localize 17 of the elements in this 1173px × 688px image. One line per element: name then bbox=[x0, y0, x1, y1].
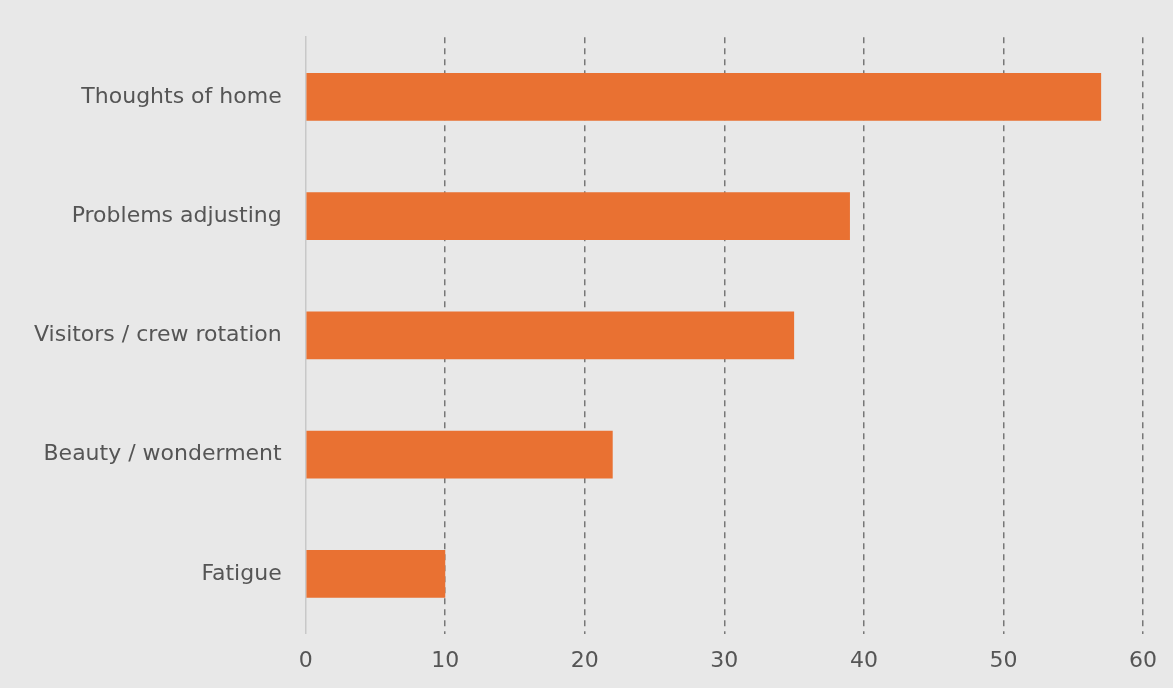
bar bbox=[306, 72, 1102, 121]
x-tick-label: 50 bbox=[989, 646, 1018, 672]
bar bbox=[306, 430, 613, 479]
x-tick-label: 10 bbox=[431, 646, 460, 672]
bar bbox=[306, 550, 446, 598]
x-tick-label: 40 bbox=[849, 646, 878, 672]
x-tick-label: 60 bbox=[1129, 646, 1157, 672]
y-tick-label: Fatigue bbox=[201, 559, 282, 585]
y-tick-label: Thoughts of home bbox=[80, 82, 282, 108]
bar bbox=[306, 311, 795, 360]
y-tick-label: Problems adjusting bbox=[71, 201, 282, 227]
bar bbox=[306, 192, 850, 240]
x-tick-label: 0 bbox=[298, 646, 313, 672]
y-tick-label: Beauty / wonderment bbox=[43, 440, 283, 466]
x-tick-label: 20 bbox=[570, 646, 599, 672]
y-tick-label: Visitors / crew rotation bbox=[33, 321, 282, 347]
x-tick-label: 30 bbox=[710, 646, 739, 672]
